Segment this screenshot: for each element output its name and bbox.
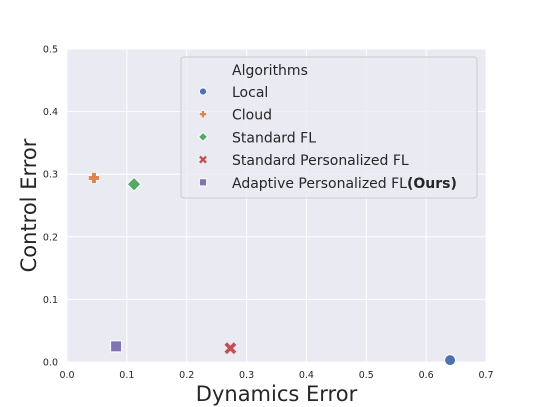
legend-title: Algorithms — [232, 63, 308, 79]
legend-label-suffix: (Ours) — [407, 176, 457, 192]
y-tick-label: 0.4 — [43, 107, 58, 118]
y-tick-label: 0.0 — [43, 358, 58, 369]
legend-item: Local — [198, 85, 268, 101]
x-tick-label: 0.5 — [359, 370, 374, 381]
legend-marker — [197, 131, 209, 143]
legend-label: Local — [232, 85, 268, 101]
legend-marker — [199, 110, 207, 119]
legend-label-text: Adaptive Personalized FL — [232, 176, 407, 192]
legend-label-text: Standard Personalized FL — [232, 153, 409, 169]
legend-item: Adaptive Personalized FL(Ours) — [198, 176, 457, 192]
x-tick-label: 0.7 — [478, 370, 493, 381]
x-tick-label: 0.1 — [119, 370, 134, 381]
y-tick-label: 0.2 — [43, 232, 58, 243]
x-tick-label: 0.2 — [179, 370, 194, 381]
x-tick-label: 0.4 — [299, 370, 314, 381]
point-standard-fl — [126, 176, 142, 192]
x-axis-label: Dynamics Error — [196, 382, 358, 406]
y-tick-label: 0.1 — [43, 295, 58, 306]
legend-box — [180, 56, 478, 199]
legend-marker — [198, 87, 208, 96]
legend-label: Standard Personalized FL — [232, 153, 409, 169]
x-tick-label: 0.3 — [239, 370, 254, 381]
y-tick-label: 0.5 — [43, 45, 58, 56]
tick-labels: 0.0 0.1 0.2 0.3 0.4 0.5 0.6 0.7 0.0 0.1 0.2 0.3 0.4 0… — [43, 45, 494, 382]
point-local — [444, 354, 457, 367]
legend-label: Adaptive Personalized FL(Ours) — [232, 176, 457, 192]
legend-item: Standard FL — [197, 130, 316, 146]
legend-item: Cloud — [199, 108, 272, 124]
y-axis-label: Control Error — [17, 138, 41, 272]
y-tick-label: 0.3 — [43, 170, 58, 181]
legend-label-text: Local — [232, 85, 268, 101]
data-points — [88, 172, 457, 367]
x-tick-label: 0.6 — [419, 370, 434, 381]
x-tick-label: 0.0 — [59, 370, 74, 381]
legend-label: Standard FL — [232, 130, 316, 146]
legend-label: Cloud — [232, 108, 272, 124]
legend-label-text: Standard FL — [232, 130, 316, 146]
point-adaptive-personalized-fl — [110, 340, 123, 353]
legend-marker — [199, 155, 207, 164]
legend-marker — [198, 178, 208, 187]
point-cloud — [88, 172, 100, 184]
legend: Algorithms Local Cloud Standard FL Standard… — [180, 56, 478, 199]
legend-item: Standard Personalized FL — [199, 153, 409, 169]
legend-label-text: Cloud — [232, 108, 272, 124]
point-standard-personalized-fl — [224, 342, 237, 355]
